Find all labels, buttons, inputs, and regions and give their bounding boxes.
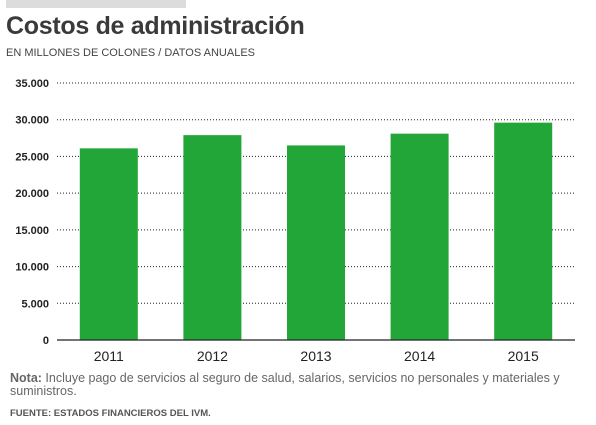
x-tick-label: 2012 [197,348,228,364]
y-tick-label: 30.000 [15,115,49,127]
header-accent-bar [6,0,186,8]
y-tick-label: 0 [43,335,49,347]
bar-2012 [183,135,242,340]
x-tick-label: 2011 [94,348,124,364]
y-tick-label: 35.000 [15,78,49,90]
x-tick-label: 2013 [300,348,331,364]
y-tick-label: 15.000 [15,225,49,237]
bar-2014 [390,133,449,340]
chart-subtitle: EN MILLONES DE COLONES / DATOS ANUALES [6,47,255,59]
y-tick-label: 5.000 [21,298,49,310]
x-tick-label: 2015 [508,348,539,364]
x-tick-label: 2014 [404,348,435,364]
chart-note: Nota: Incluye pago de servicios al segur… [10,372,570,398]
note-text: Incluye pago de servicios al seguro de s… [10,371,560,398]
y-tick-label: 20.000 [15,188,49,200]
chart-source: FUENTE: ESTADOS FINANCIEROS DEL IVM. [10,408,211,419]
y-tick-label: 10.000 [15,262,49,274]
bar-chart: 0 5.000 10.000 15.000 20.000 25.000 30.000 35.0… [15,78,575,364]
y-tick-label: 25.000 [15,151,49,163]
bar-2013 [286,145,346,340]
bar-2015 [494,122,553,340]
bar-2011 [79,148,138,340]
note-label: Nota: [10,371,42,385]
chart-title: Costos de administración [6,12,305,40]
